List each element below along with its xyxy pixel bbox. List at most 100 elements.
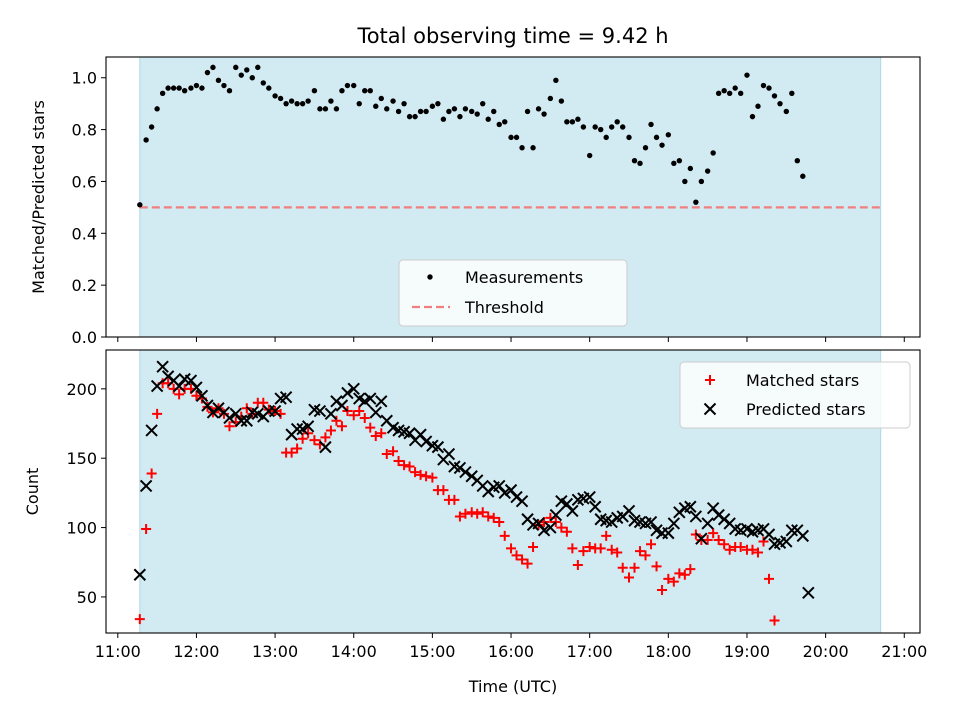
predicted-star-point (549, 508, 563, 522)
predicted-star-point (583, 490, 596, 504)
x-tick-label: 12:00 (173, 642, 219, 661)
matched-star-point (708, 528, 719, 539)
measurement-point (609, 124, 615, 130)
measurement-point (462, 106, 469, 112)
measurement-point (760, 82, 767, 89)
measurement-point (755, 103, 761, 109)
matched-star-point (747, 544, 758, 555)
top-y-tick-label: 0.0 (72, 328, 97, 347)
measurement-point (671, 160, 677, 166)
matched-star-point (578, 546, 589, 557)
measurement-point (474, 111, 480, 117)
measurement-point (541, 111, 547, 117)
bottom-series-x (133, 360, 815, 599)
matched-star-point (224, 421, 235, 432)
predicted-star-point (139, 479, 153, 493)
predicted-star-point (184, 374, 198, 387)
measurement-point (283, 100, 289, 107)
matched-star-point (381, 449, 392, 460)
measurement-point (176, 85, 182, 91)
measurement-point (328, 98, 334, 104)
matched-star-point (617, 562, 628, 573)
matched-star-point (472, 508, 483, 519)
measurement-point (524, 108, 531, 115)
measurement-point (143, 137, 149, 143)
predicted-star-point (414, 428, 427, 441)
measurement-point (530, 145, 536, 151)
predicted-star-point (644, 515, 658, 529)
measurement-point (317, 106, 323, 112)
measurement-point (311, 88, 318, 94)
matched-star-point (421, 471, 432, 482)
matched-star-point (466, 507, 477, 518)
measurement-point (665, 132, 672, 138)
measurement-point (333, 106, 340, 112)
matched-star-point (336, 421, 347, 432)
predicted-star-point (268, 404, 282, 418)
measurement-point (469, 108, 475, 115)
predicted-star-point (145, 424, 158, 437)
predicted-star-point (229, 407, 242, 421)
measurement-point (378, 95, 384, 102)
top-axes-frame (105, 56, 921, 338)
predicted-star-point (290, 422, 304, 436)
predicted-star-point (375, 395, 388, 408)
measurement-point (395, 108, 402, 115)
matched-star-point (494, 517, 505, 528)
measurement-point (648, 121, 654, 128)
matched-star-point (595, 543, 606, 554)
measurement-point (603, 134, 609, 141)
measurement-point (737, 90, 744, 96)
measurement-point (457, 113, 463, 120)
measurement-point (564, 119, 570, 125)
matched-star-point (752, 547, 763, 558)
measurement-point (451, 106, 458, 112)
predicted-star-point (796, 529, 810, 543)
measurement-point (693, 199, 699, 205)
matched-star-point (668, 576, 679, 587)
measurement-point (800, 173, 806, 179)
measurement-point (508, 134, 514, 141)
predicted-star-point (695, 532, 708, 545)
measurement-point (154, 106, 160, 112)
measurement-point (429, 103, 436, 109)
matched-star-point (556, 522, 567, 533)
predicted-star-point (364, 392, 377, 405)
measurement-point (653, 134, 660, 141)
measurement-point (249, 75, 255, 81)
matched-star-point (640, 550, 651, 561)
measurement-point (401, 100, 407, 107)
matched-star-point (713, 535, 724, 546)
measurement-point (569, 119, 576, 125)
measurement-point (356, 100, 362, 107)
predicted-star-point (622, 504, 636, 518)
x-tick-label: 21:00 (881, 642, 927, 661)
predicted-star-point (780, 535, 793, 548)
top-y-tick-label: 1.0 (72, 69, 97, 88)
matched-star-point (561, 526, 572, 537)
measurement-point (238, 72, 244, 78)
predicted-star-point (566, 504, 579, 518)
bottom-y-tick-label: 100 (66, 519, 97, 538)
measurement-point (210, 64, 216, 71)
predicted-star-point (279, 390, 293, 404)
top-y-tick-label: 0.4 (72, 224, 97, 243)
bottom-panel-counts: 50 100 150 200 11:00 12:00 13:00 14:00 15:00 16:0… (23, 349, 927, 696)
predicted-star-point (706, 501, 720, 515)
measurement-point (181, 88, 188, 94)
measurement-point (547, 95, 554, 102)
measurement-point (344, 82, 351, 89)
measurement-point (148, 124, 155, 130)
measurement-point (502, 119, 508, 125)
measurement-point (480, 100, 486, 107)
predicted-star-point (532, 517, 545, 530)
matched-star-point (483, 511, 494, 522)
matched-star-point (393, 455, 404, 466)
matched-star-point (376, 428, 387, 439)
predicted-star-point (156, 360, 169, 373)
matched-star-point (354, 406, 365, 417)
matched-star-point (550, 517, 561, 528)
measurement-point (446, 108, 452, 115)
measurement-point (777, 100, 783, 107)
measurement-point (715, 90, 722, 96)
